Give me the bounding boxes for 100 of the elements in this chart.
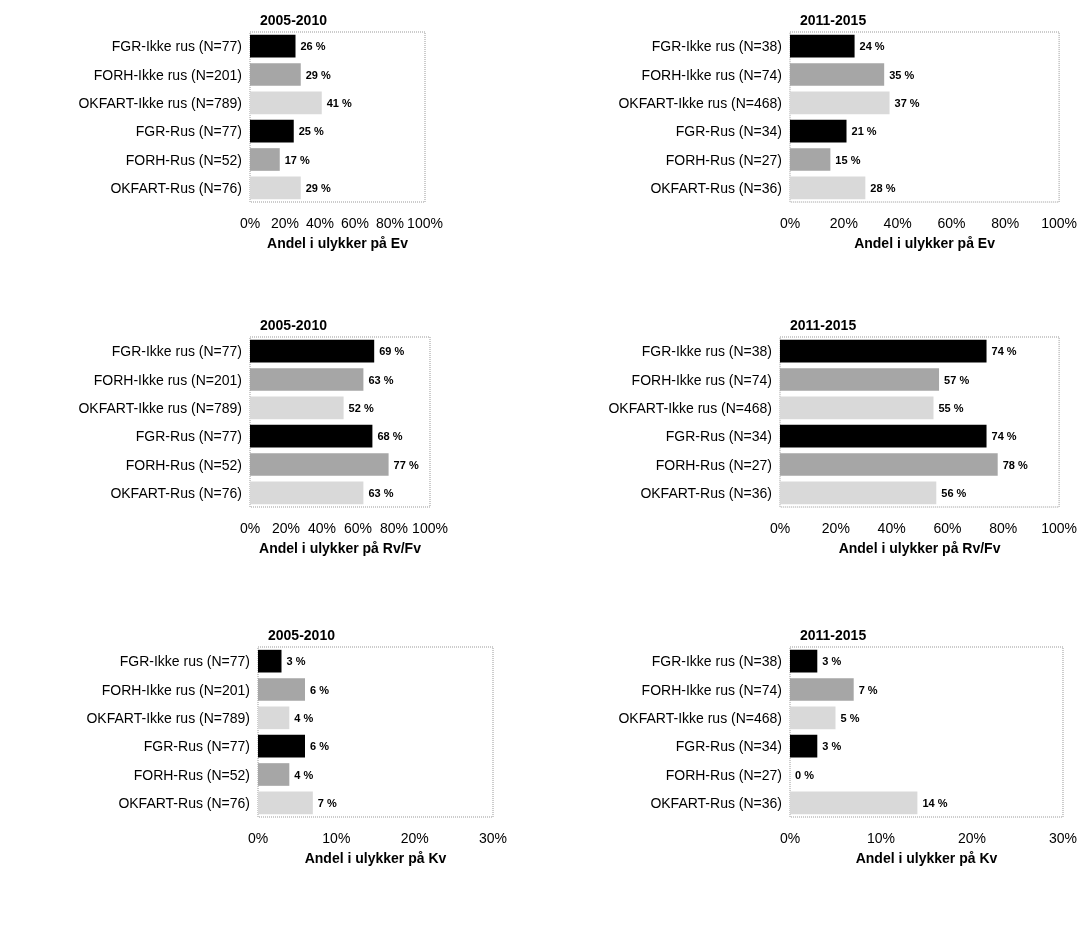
data-label: 21 % xyxy=(851,125,877,138)
y-tick-label: OKFART-Ikke rus (N=789) xyxy=(86,709,250,726)
chart-title: 2005-2010 xyxy=(268,627,336,643)
bar xyxy=(790,63,885,86)
x-tick-label: 0% xyxy=(779,215,801,231)
data-label: 24 % xyxy=(859,40,885,53)
data-label: 55 % xyxy=(938,401,964,414)
y-tick-label: OKFART-Rus (N=36) xyxy=(640,484,772,501)
x-tick-label: 20% xyxy=(270,215,300,231)
data-label: 14 % xyxy=(922,796,948,809)
y-tick-label: FGR-Rus (N=77) xyxy=(135,123,242,140)
y-tick-label: FGR-Rus (N=34) xyxy=(675,738,782,755)
x-tick-label: 80% xyxy=(375,215,405,231)
bar xyxy=(790,176,866,200)
x-tick-label: 0% xyxy=(769,520,791,536)
y-tick-label: FORH-Ikke rus (N=201) xyxy=(93,371,242,388)
x-axis-title: Andel i ulykker på Ev xyxy=(267,235,409,251)
bar xyxy=(790,148,831,171)
y-tick-label: FORH-Rus (N=27) xyxy=(655,456,772,473)
data-label: 57 % xyxy=(944,373,970,386)
y-tick-label: OKFART-Ikke rus (N=468) xyxy=(618,709,782,726)
x-tick-label: 100% xyxy=(1041,520,1077,536)
y-tick-label: FGR-Rus (N=34) xyxy=(665,428,772,445)
data-label: 7 % xyxy=(858,683,878,696)
x-axis-title: Andel i ulykker på Rv/Fv xyxy=(838,540,1001,556)
bar xyxy=(250,424,373,448)
y-tick-label: FORH-Ikke rus (N=74) xyxy=(631,371,772,388)
data-label: 29 % xyxy=(305,181,332,194)
bar xyxy=(780,424,987,448)
x-tick-label: 10% xyxy=(866,830,896,846)
data-label: 17 % xyxy=(284,153,311,166)
bar xyxy=(790,706,836,730)
chart-title: 2011-2015 xyxy=(800,627,867,643)
bar xyxy=(250,119,294,143)
bar xyxy=(780,396,934,420)
y-tick-label: OKFART-Ikke rus (N=789) xyxy=(78,399,242,416)
y-tick-label: FGR-Rus (N=34) xyxy=(675,123,782,140)
data-label: 52 % xyxy=(348,401,374,414)
x-tick-label: 80% xyxy=(991,215,1020,231)
bar xyxy=(790,34,855,58)
y-tick-label: FGR-Ikke rus (N=38) xyxy=(651,38,782,55)
bar xyxy=(790,649,818,673)
x-axis-title: Andel i ulykker på Rv/Fv xyxy=(259,540,422,556)
data-label: 5 % xyxy=(840,711,860,724)
data-label: 29 % xyxy=(305,68,332,81)
chart-title: 2005-2010 xyxy=(260,12,328,28)
chart-title: 2005-2010 xyxy=(260,317,328,333)
x-tick-label: 0% xyxy=(239,215,261,231)
x-tick-label: 100% xyxy=(1041,215,1077,231)
x-tick-label: 60% xyxy=(937,215,966,231)
data-label: 37 % xyxy=(894,96,920,109)
bar xyxy=(250,91,322,115)
y-tick-label: FORH-Rus (N=27) xyxy=(665,151,782,168)
data-label: 74 % xyxy=(991,345,1017,358)
y-tick-label: FORH-Rus (N=52) xyxy=(125,456,242,473)
chart-title: 2011-2015 xyxy=(800,12,867,28)
bar xyxy=(250,34,296,58)
x-tick-label: 40% xyxy=(307,520,337,536)
x-tick-label: 10% xyxy=(322,830,351,846)
y-tick-label: FGR-Ikke rus (N=77) xyxy=(119,653,250,670)
bar xyxy=(250,176,301,200)
y-tick-label: FGR-Ikke rus (N=38) xyxy=(641,343,772,360)
data-label: 74 % xyxy=(991,430,1017,443)
chart-title: 2011-2015 xyxy=(790,317,857,333)
data-label: 69 % xyxy=(379,345,405,358)
y-tick-label: FGR-Rus (N=77) xyxy=(143,738,250,755)
y-tick-label: FGR-Rus (N=77) xyxy=(135,428,242,445)
x-tick-label: 20% xyxy=(957,830,987,846)
x-tick-label: 100% xyxy=(407,215,443,231)
y-tick-label: FORH-Rus (N=27) xyxy=(665,766,782,783)
data-label: 77 % xyxy=(393,458,419,471)
y-tick-label: FGR-Ikke rus (N=77) xyxy=(111,343,242,360)
x-tick-label: 80% xyxy=(379,520,409,536)
data-label: 56 % xyxy=(941,486,967,499)
y-tick-label: OKFART-Rus (N=76) xyxy=(110,179,242,196)
bar xyxy=(250,453,389,476)
data-label: 3 % xyxy=(286,655,306,668)
x-tick-label: 100% xyxy=(412,520,448,536)
bar xyxy=(790,791,918,815)
bar xyxy=(250,368,364,391)
x-tick-label: 20% xyxy=(400,830,429,846)
x-tick-label: 60% xyxy=(343,520,373,536)
x-tick-label: 60% xyxy=(340,215,370,231)
data-label: 25 % xyxy=(298,125,325,138)
y-tick-label: OKFART-Ikke rus (N=468) xyxy=(608,399,772,416)
y-tick-label: OKFART-Rus (N=36) xyxy=(650,179,782,196)
y-tick-label: FORH-Ikke rus (N=201) xyxy=(101,681,250,698)
data-label: 4 % xyxy=(294,768,314,781)
y-tick-label: FORH-Ikke rus (N=74) xyxy=(641,66,782,83)
data-label: 35 % xyxy=(889,68,915,81)
data-label: 28 % xyxy=(870,181,896,194)
data-label: 78 % xyxy=(1002,458,1028,471)
x-tick-label: 40% xyxy=(883,215,912,231)
bar xyxy=(790,678,854,701)
bar xyxy=(790,119,847,143)
x-tick-label: 30% xyxy=(1048,830,1078,846)
data-label: 63 % xyxy=(368,373,394,386)
y-tick-label: OKFART-Rus (N=76) xyxy=(118,794,250,811)
y-tick-label: OKFART-Ikke rus (N=468) xyxy=(618,94,782,111)
y-tick-label: FORH-Ikke rus (N=74) xyxy=(641,681,782,698)
